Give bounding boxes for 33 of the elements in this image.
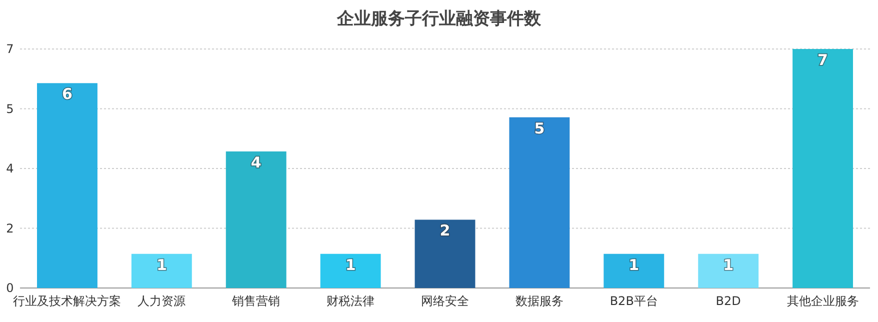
bar — [509, 117, 570, 288]
x-tick-label: 网络安全 — [421, 294, 469, 308]
bar — [414, 220, 476, 288]
x-tick-label: 人力资源 — [138, 294, 186, 308]
data-label: 6 — [62, 85, 72, 104]
x-tick-label: 其他企业服务 — [786, 294, 859, 308]
bar — [320, 254, 381, 288]
data-label: 5 — [534, 119, 545, 138]
x-tick-label: 财税法律 — [326, 294, 375, 308]
data-label: 2 — [440, 222, 450, 240]
bar — [604, 254, 664, 288]
bar — [226, 151, 286, 288]
bar — [131, 254, 192, 288]
x-tick-label: 数据服务 — [515, 294, 564, 308]
data-label: 1 — [628, 256, 640, 274]
chart-title: 企业服务子行业融资事件数 — [336, 9, 542, 29]
y-tick-label: 4 — [6, 162, 14, 176]
bar — [698, 254, 759, 288]
x-tick-label: B2B平台 — [610, 294, 658, 308]
x-tick-label: 行业及技术解决方案 — [13, 294, 122, 308]
bar — [37, 83, 98, 288]
data-label: 1 — [345, 256, 356, 274]
y-tick-label: 2 — [6, 221, 14, 236]
data-label: 4 — [250, 153, 262, 172]
data-label: 7 — [818, 51, 828, 69]
y-tick-label: 0 — [6, 281, 14, 296]
x-tick-label: 销售营销 — [231, 294, 280, 308]
bar — [792, 49, 853, 288]
y-tick-label: 7 — [6, 42, 14, 56]
data-label: 1 — [156, 256, 167, 274]
y-tick-label: 5 — [6, 102, 14, 116]
x-tick-label: B2D — [716, 294, 741, 308]
data-label: 1 — [723, 256, 734, 274]
